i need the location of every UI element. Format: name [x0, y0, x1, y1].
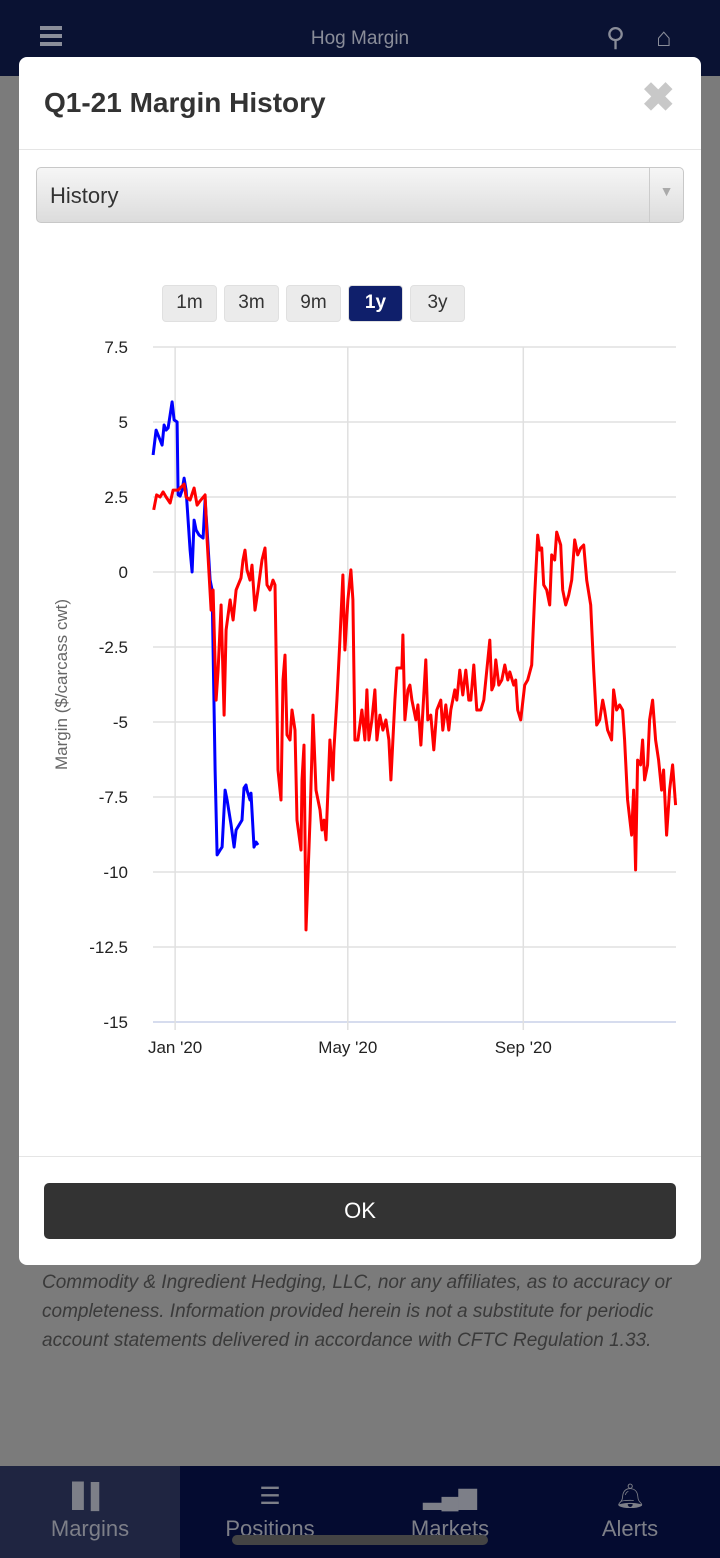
x-tick-label: Jan '20: [148, 1038, 202, 1057]
bar-chart-icon: ▋▌: [72, 1483, 108, 1510]
x-tick-label: Sep '20: [495, 1038, 552, 1057]
divider: [19, 149, 701, 150]
range-1y-button[interactable]: 1y: [348, 285, 403, 322]
margin-history-modal: Q1-21 Margin History ✖ History ▼ 1m 3m 9…: [19, 57, 701, 1265]
chevron-down-icon: ▼: [649, 168, 683, 222]
x-tick-label: May '20: [318, 1038, 377, 1057]
disclaimer-text: Commodity & Ingredient Hedging, LLC, nor…: [42, 1272, 672, 1351]
range-3m-button[interactable]: 3m: [224, 285, 279, 322]
home-indicator: [232, 1535, 488, 1545]
range-3y-button[interactable]: 3y: [410, 285, 465, 322]
y-tick-label: -12.5: [89, 938, 128, 957]
bell-icon: 🔔︎: [614, 1483, 646, 1510]
close-icon[interactable]: ✖: [641, 76, 675, 120]
nav-tab-alerts[interactable]: 🔔︎ Alerts: [540, 1466, 720, 1558]
series-line-red: [152, 482, 678, 932]
y-tick-label: 2.5: [104, 488, 128, 507]
select-value: History: [50, 183, 119, 208]
y-tick-label: -15: [103, 1013, 128, 1032]
home-icon[interactable]: ⌂: [656, 22, 672, 52]
view-select[interactable]: History ▼: [36, 167, 684, 223]
y-tick-label: -2.5: [99, 638, 128, 657]
list-icon: ☰: [259, 1483, 281, 1510]
y-tick-label: -7.5: [99, 788, 128, 807]
app-title: Hog Margin: [310, 28, 410, 49]
y-tick-label: -5: [113, 713, 128, 732]
signal-icon: ▂▄▆: [423, 1483, 477, 1510]
hamburger-icon[interactable]: [40, 26, 62, 46]
search-icon[interactable]: ⚲: [606, 22, 626, 52]
range-1m-button[interactable]: 1m: [162, 285, 217, 322]
y-tick-label: 5: [119, 413, 128, 432]
ok-button[interactable]: OK: [44, 1183, 676, 1239]
nav-tab-margins[interactable]: ▋▌ Margins: [0, 1466, 180, 1558]
y-axis-label: Margin ($/carcass cwt): [52, 599, 71, 770]
range-9m-button[interactable]: 9m: [286, 285, 341, 322]
y-tick-label: -10: [103, 863, 128, 882]
y-tick-label: 0: [119, 563, 128, 582]
series-line-blue: [151, 400, 260, 857]
modal-title: Q1-21 Margin History: [44, 87, 326, 118]
divider: [19, 1156, 701, 1157]
y-tick-label: 7.5: [104, 338, 128, 357]
